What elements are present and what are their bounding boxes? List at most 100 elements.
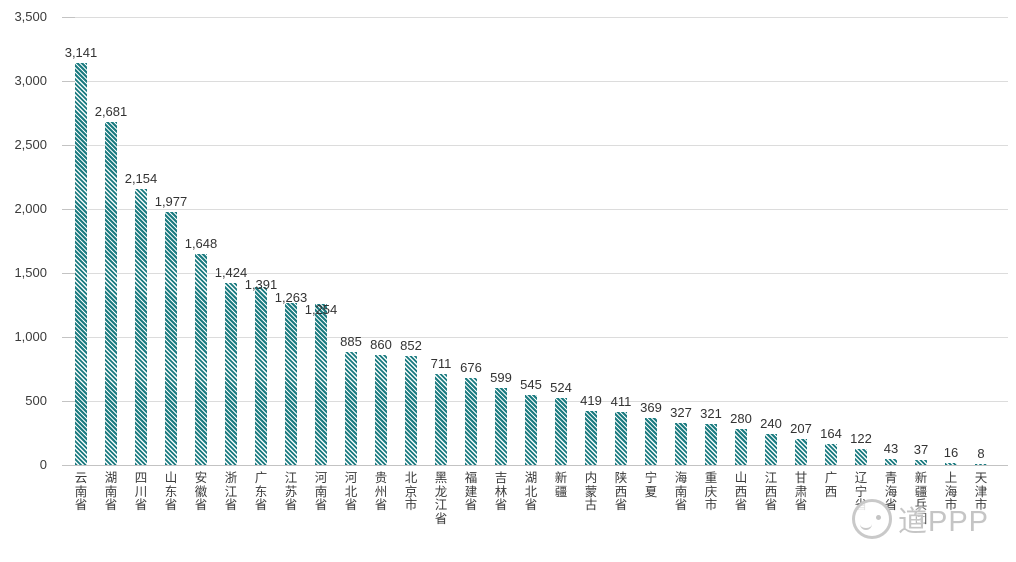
- x-axis-line: [75, 465, 1008, 466]
- bar-value-label: 1,263: [274, 289, 308, 305]
- bar-value-label: 524: [550, 379, 572, 395]
- bar-贵州省: [375, 354, 387, 465]
- bar-山西省: [735, 429, 747, 465]
- bar-value-label: 1,254: [304, 302, 338, 318]
- gridline: [75, 273, 1008, 274]
- x-axis-label-云南省: 云南省: [74, 471, 88, 512]
- x-axis-label-甘肃省: 甘肃省: [794, 471, 808, 512]
- y-axis-tick: [62, 401, 75, 402]
- y-axis-tick-label: 500: [25, 393, 47, 408]
- x-axis-label-江西省: 江西省: [764, 471, 778, 512]
- y-axis-tick-label: 1,500: [14, 265, 47, 280]
- y-axis-tick: [62, 337, 75, 338]
- bar-广东省: [255, 286, 267, 465]
- bar-value-label: 327: [670, 405, 692, 421]
- bar-value-label: 545: [520, 377, 542, 393]
- bar-value-label: 240: [760, 416, 782, 432]
- x-axis-label-重庆市: 重庆市: [704, 471, 718, 512]
- bar-宁夏: [645, 417, 657, 465]
- bar-江西省: [765, 434, 777, 465]
- bar-内蒙古: [585, 411, 597, 465]
- x-axis-label-江苏省: 江苏省: [284, 471, 298, 512]
- bar-value-label: 676: [460, 360, 482, 376]
- gridline: [75, 145, 1008, 146]
- x-axis-label-宁夏: 宁夏: [644, 471, 658, 499]
- x-axis-label-湖南省: 湖南省: [104, 471, 118, 512]
- bar-陕西省: [615, 412, 627, 465]
- bar-黑龙江省: [435, 373, 447, 465]
- bar-value-label: 2,154: [124, 171, 158, 187]
- bar-浙江省: [225, 282, 237, 465]
- gridline: [75, 209, 1008, 210]
- bar-value-label: 1,424: [214, 264, 248, 280]
- bar-辽宁省: [855, 449, 867, 465]
- x-axis-label-吉林省: 吉林省: [494, 471, 508, 512]
- x-axis-label-黑龙江省: 黑龙江省: [434, 471, 448, 526]
- bar-河北省: [345, 351, 357, 465]
- bar-value-label: 711: [430, 355, 452, 371]
- mascot-wing-icon: [860, 521, 872, 530]
- bar-新疆: [555, 397, 567, 465]
- bar-value-label: 164: [820, 426, 842, 441]
- bar-value-label: 16: [943, 444, 959, 460]
- x-axis-label-浙江省: 浙江省: [224, 471, 238, 512]
- x-axis-label-福建省: 福建省: [464, 471, 478, 512]
- x-axis-label-山东省: 山东省: [164, 471, 178, 512]
- bar-value-label: 321: [700, 405, 722, 421]
- x-axis-label-广东省: 广东省: [254, 471, 268, 512]
- y-axis-tick-label: 2,500: [14, 137, 47, 152]
- bar-value-label: 8: [977, 445, 985, 461]
- x-axis-label-天津市: 天津市: [974, 471, 988, 512]
- y-axis-tick: [62, 273, 75, 274]
- y-axis-tick: [62, 81, 75, 82]
- x-axis-label-新疆兵团: 新疆兵团: [914, 471, 928, 526]
- bar-value-label: 599: [490, 370, 512, 386]
- gridline: [75, 401, 1008, 402]
- bar-广西: [825, 444, 837, 465]
- bar-安徽省: [195, 254, 207, 465]
- bar-value-label: 411: [610, 394, 632, 410]
- bar-山东省: [165, 211, 177, 465]
- bar-福建省: [465, 378, 477, 465]
- bar-value-label: 3,141: [64, 44, 98, 60]
- bar-value-label: 369: [640, 399, 662, 415]
- x-axis-label-新疆: 新疆: [554, 471, 568, 499]
- y-axis-tick: [62, 145, 75, 146]
- y-axis-tick-label: 3,000: [14, 73, 47, 88]
- bar-重庆市: [705, 423, 717, 465]
- gridline: [75, 337, 1008, 338]
- bar-value-label: 207: [790, 420, 812, 436]
- x-axis-label-四川省: 四川省: [134, 471, 148, 512]
- bar-云南省: [75, 62, 87, 465]
- bar-上海市: [945, 462, 957, 465]
- bar-河南省: [315, 304, 327, 465]
- x-axis-label-内蒙古: 内蒙古: [584, 471, 598, 512]
- x-axis-label-辽宁省: 辽宁省: [854, 471, 868, 512]
- y-axis-tick: [62, 17, 75, 18]
- bar-吉林省: [495, 388, 507, 465]
- x-axis-label-安徽省: 安徽省: [194, 471, 208, 512]
- bar-value-label: 280: [730, 411, 752, 427]
- bar-天津市: [975, 463, 987, 465]
- x-axis-label-贵州省: 贵州省: [374, 471, 388, 512]
- gridline: [75, 17, 1008, 18]
- bar-甘肃省: [795, 438, 807, 465]
- y-axis-tick-label: 3,500: [14, 9, 47, 24]
- bar-value-label: 2,681: [94, 103, 128, 119]
- bar-海南省: [675, 423, 687, 465]
- bar-value-label: 885: [340, 333, 362, 349]
- bar-value-label: 860: [370, 336, 392, 352]
- y-axis-tick-label: 1,000: [14, 329, 47, 344]
- x-axis-label-河南省: 河南省: [314, 471, 328, 512]
- x-axis-label-湖北省: 湖北省: [524, 471, 538, 512]
- bar-青海省: [885, 459, 897, 465]
- x-axis-label-河北省: 河北省: [344, 471, 358, 512]
- bar-value-label: 43: [883, 441, 899, 457]
- y-axis-tick-label: 2,000: [14, 201, 47, 216]
- bar-value-label: 1,648: [184, 236, 218, 252]
- bar-value-label: 1,391: [244, 277, 278, 293]
- bar-江苏省: [285, 303, 297, 465]
- x-axis-label-海南省: 海南省: [674, 471, 688, 512]
- x-axis-label-山西省: 山西省: [734, 471, 748, 512]
